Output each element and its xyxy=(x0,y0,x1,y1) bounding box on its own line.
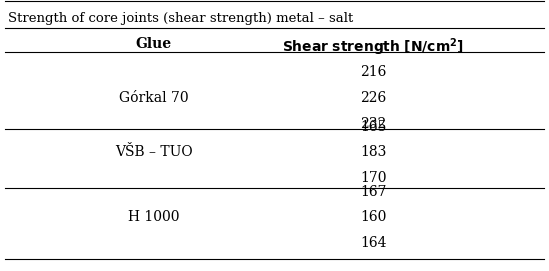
Text: 183: 183 xyxy=(360,145,386,159)
Text: Górkal 70: Górkal 70 xyxy=(119,91,188,105)
Text: 160: 160 xyxy=(360,210,386,224)
Text: 170: 170 xyxy=(360,171,386,185)
Text: 226: 226 xyxy=(360,91,386,105)
Text: 216: 216 xyxy=(360,65,386,79)
Text: H 1000: H 1000 xyxy=(128,210,180,224)
Text: Glue: Glue xyxy=(136,37,172,51)
Text: 167: 167 xyxy=(360,185,386,199)
Text: VŠB – TUO: VŠB – TUO xyxy=(115,145,193,159)
Text: 164: 164 xyxy=(360,236,386,250)
Text: Strength of core joints (shear strength) metal – salt: Strength of core joints (shear strength)… xyxy=(8,12,354,25)
Text: 165: 165 xyxy=(360,120,386,134)
Text: 232: 232 xyxy=(360,117,386,131)
Text: $\mathbf{Shear\ strength\ [N/cm^2]}$: $\mathbf{Shear\ strength\ [N/cm^2]}$ xyxy=(282,37,464,58)
